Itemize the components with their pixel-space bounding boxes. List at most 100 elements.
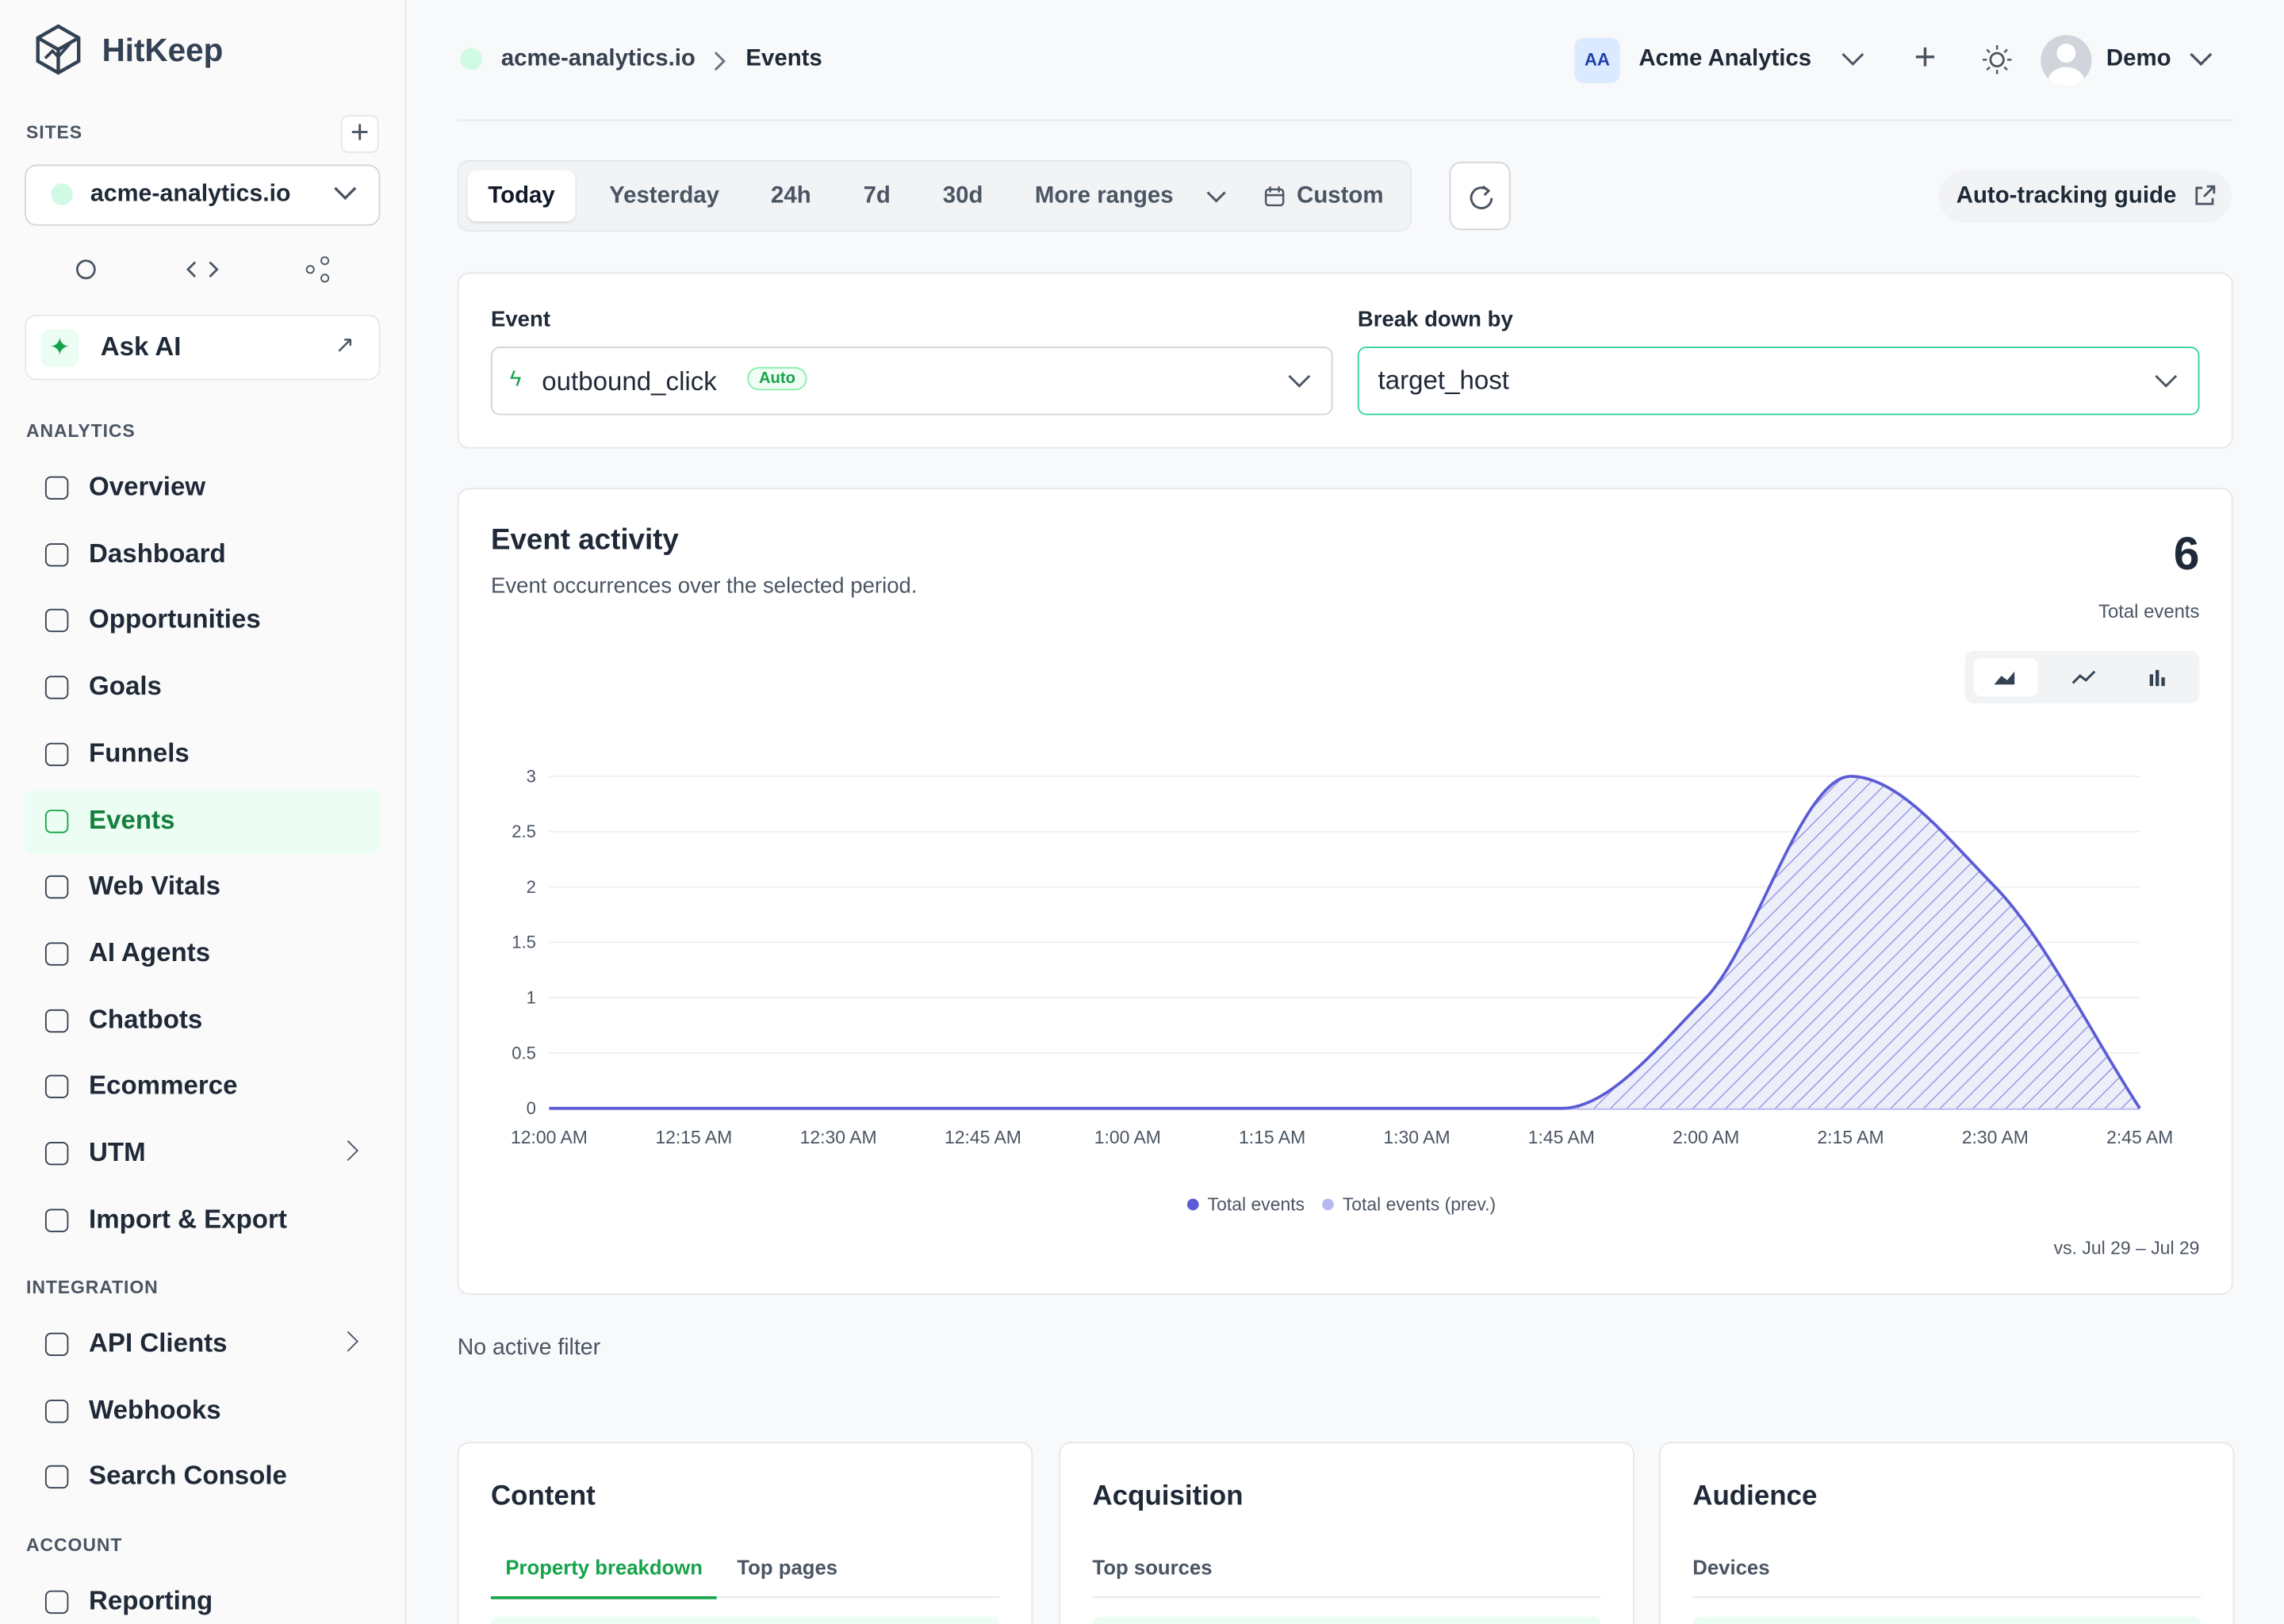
range-option[interactable]: Today [488, 183, 555, 209]
chevron [2155, 374, 2178, 388]
total-label: Total events [2098, 599, 2200, 622]
toggle-active[interactable] [1973, 658, 2038, 696]
tab[interactable]: Devices [1692, 1555, 1770, 1580]
arrow: ↗ [335, 333, 355, 358]
row-placeholder [1692, 1616, 2202, 1624]
add-site[interactable]: + [340, 115, 379, 153]
y-tick-label: 3 [527, 766, 536, 786]
auto-badge: Auto [747, 366, 807, 391]
x-tick-label: 1:00 AM [1094, 1127, 1161, 1147]
add-button[interactable]: + [1914, 35, 1937, 79]
card [457, 1442, 1033, 1624]
nav-item[interactable]: Webhooks [89, 1394, 221, 1424]
nav-icon [44, 609, 69, 633]
nav-item[interactable]: Web Vitals [89, 871, 221, 901]
y-tick-label: 0.5 [512, 1043, 536, 1063]
site-select[interactable] [25, 164, 381, 226]
card-title: Audience [1692, 1480, 1818, 1512]
toggle-icons[interactable] [1993, 665, 2182, 688]
x-tick-label: 12:30 AM [800, 1127, 877, 1147]
tab[interactable]: Property breakdown [490, 1556, 718, 1599]
brand: HitKeep [102, 32, 224, 69]
x-tick-label: 12:00 AM [511, 1127, 588, 1147]
comparison: vs. Jul 29 – Jul 29 [2053, 1238, 2200, 1258]
x-tick-label: 2:45 AM [2106, 1127, 2173, 1147]
chevron [2190, 52, 2213, 67]
legend-label: Total events (prev.) [1343, 1193, 1496, 1214]
event-value: outbound_click [542, 366, 717, 396]
avatar [2041, 35, 2092, 86]
nav-icon [44, 809, 69, 833]
nav-item[interactable]: Goals [89, 671, 162, 701]
y-tick-label: 0 [527, 1098, 536, 1118]
refresh-button[interactable] [1449, 161, 1511, 231]
ask-ai-label: Ask AI [100, 331, 182, 362]
x-tick-label: 12:45 AM [945, 1127, 1021, 1147]
chart: 0 0.5 1 1.5 2 2.5 3 12:00 AM 12:15 AM 12:30 AM 12:… [511, 766, 2173, 1214]
nav-icon [44, 942, 69, 966]
area [549, 776, 2140, 1109]
tab-divider [490, 1596, 1000, 1598]
nav-item[interactable]: Dashboard [89, 538, 226, 568]
external-icon [2195, 185, 2216, 205]
chart-subtitle: Event occurrences over the selected peri… [490, 573, 918, 599]
x-tick-label: 1:45 AM [1528, 1127, 1595, 1147]
site-name: acme-analytics.io [90, 180, 291, 207]
ai-icon: ✦ [40, 329, 79, 367]
tab[interactable]: Top pages [737, 1555, 838, 1580]
nav-item[interactable]: UTM [89, 1137, 146, 1167]
nav-item[interactable]: Chatbots [89, 1004, 203, 1034]
calendar-icon [1264, 186, 1285, 207]
nav-icon [44, 476, 69, 500]
tab[interactable]: Top sources [1092, 1555, 1213, 1580]
chart-title: Event activity [490, 524, 679, 557]
nav-icon [44, 1332, 69, 1356]
sites-label: SITES [26, 122, 83, 144]
breakdown-select[interactable] [1357, 347, 2200, 416]
event-select[interactable] [490, 347, 1333, 416]
legend-dot [1322, 1198, 1334, 1211]
no-filter: No active filter [457, 1335, 601, 1361]
ask-ai[interactable] [25, 314, 381, 381]
range-option[interactable]: 7d [863, 183, 891, 209]
nav-icon [44, 1009, 69, 1032]
row-placeholder [490, 1616, 1000, 1624]
y-tick-label: 1 [527, 988, 536, 1008]
section-title: INTEGRATION [26, 1277, 159, 1298]
nav-item[interactable]: AI Agents [89, 937, 211, 967]
x-tick-label: 1:15 AM [1239, 1127, 1305, 1147]
user-name[interactable]: Demo [2106, 46, 2171, 72]
range-option[interactable]: 24h [771, 183, 811, 209]
nav-item[interactable]: Import & Export [89, 1204, 287, 1234]
range-option[interactable]: More ranges [1034, 183, 1174, 209]
nav-item[interactable]: Search Console [89, 1461, 287, 1491]
y-tick-label: 2.5 [512, 822, 536, 841]
card [1659, 1442, 2235, 1624]
guide-button[interactable] [1938, 170, 2232, 224]
legend-label: Total events [1208, 1193, 1305, 1214]
nav-item[interactable]: API Clients [89, 1327, 228, 1358]
org-badge: AA [1574, 37, 1620, 83]
range-option[interactable]: 30d [942, 183, 983, 209]
range-option[interactable]: Yesterday [609, 183, 719, 209]
site-icon [51, 183, 73, 205]
org-name[interactable]: Acme Analytics [1638, 46, 1812, 72]
logo [36, 24, 81, 75]
nav-icon [44, 1142, 69, 1166]
nav-item[interactable]: Overview [89, 472, 206, 501]
total-value: 6 [2173, 527, 2200, 580]
nav-item[interactable]: Reporting [89, 1585, 213, 1615]
separator [714, 52, 726, 71]
nav-item[interactable]: Funnels [89, 737, 190, 768]
line [549, 775, 2141, 1110]
guide-label[interactable]: Auto-tracking guide [1956, 183, 2177, 209]
nav-icon [44, 1075, 69, 1099]
nav-item[interactable]: Events [89, 804, 175, 834]
nav-item[interactable]: Ecommerce [89, 1071, 238, 1101]
card-title: Acquisition [1092, 1480, 1244, 1512]
theme-toggle[interactable] [1982, 44, 2012, 75]
range-option[interactable]: Custom [1297, 183, 1384, 209]
chevron [1288, 374, 1311, 388]
nav-icon [44, 875, 69, 899]
nav-item[interactable]: Opportunities [89, 604, 261, 634]
